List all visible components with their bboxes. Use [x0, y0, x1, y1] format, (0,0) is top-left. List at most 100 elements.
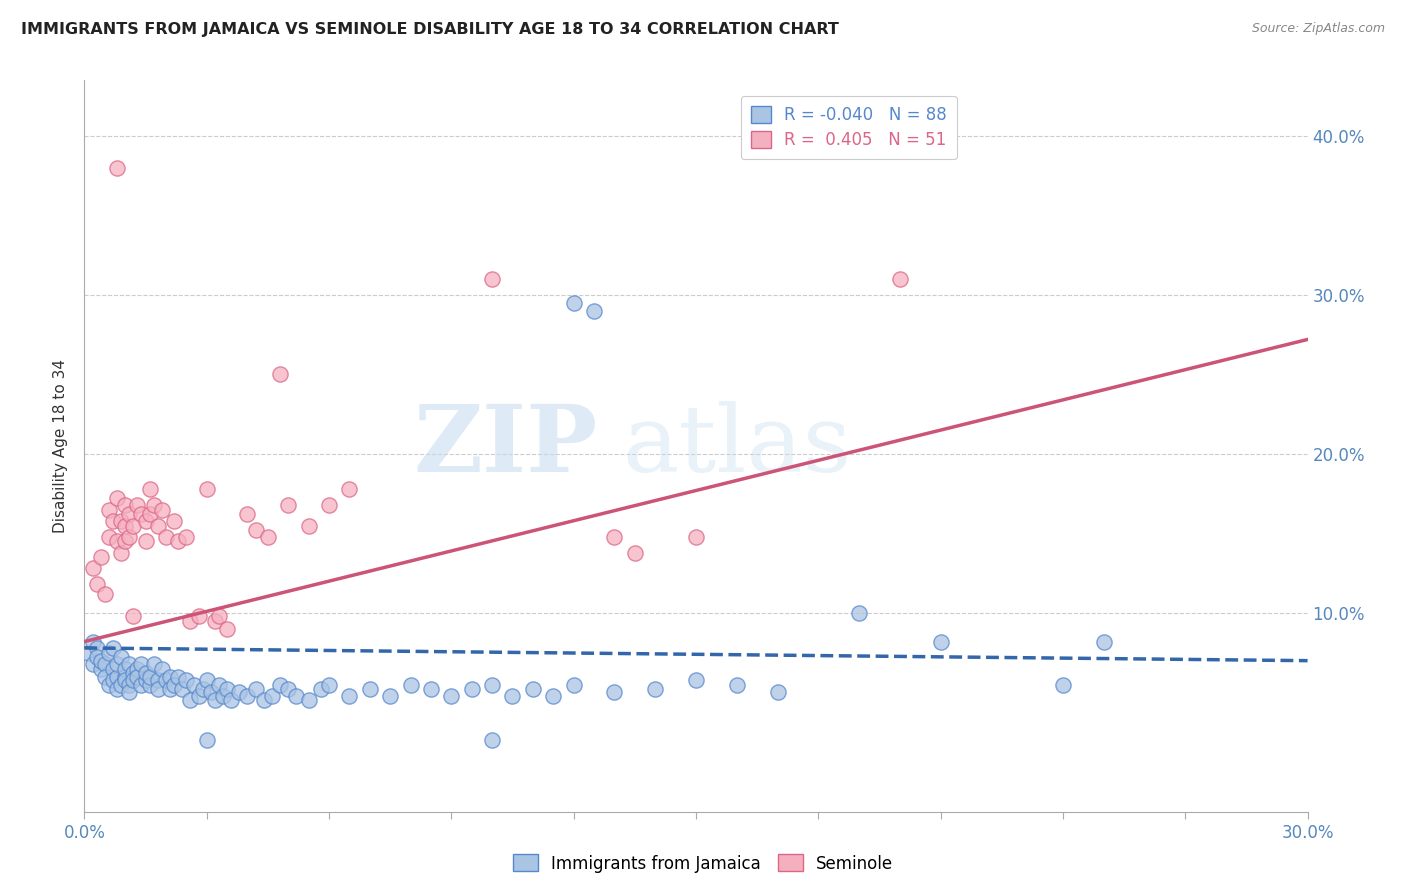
Point [481, 677, 503, 691]
Point [204, 693, 226, 707]
Point [685, 530, 707, 544]
Point [110, 650, 132, 665]
Point [163, 514, 186, 528]
Point [114, 518, 136, 533]
Point [339, 482, 361, 496]
Point [118, 685, 141, 699]
Point [685, 673, 707, 687]
Point [167, 534, 190, 549]
Point [135, 666, 157, 681]
Point [543, 689, 565, 703]
Point [110, 514, 132, 528]
Point [191, 682, 214, 697]
Point [127, 662, 149, 676]
Point [118, 508, 141, 522]
Point [208, 609, 231, 624]
Point [318, 498, 340, 512]
Point [187, 609, 209, 624]
Point [155, 530, 177, 544]
Point [114, 673, 136, 687]
Point [1052, 677, 1074, 691]
Point [97, 677, 120, 691]
Point [236, 508, 259, 522]
Point [176, 530, 198, 544]
Point [127, 669, 149, 683]
Point [105, 161, 128, 175]
Point [101, 514, 124, 528]
Point [285, 689, 308, 703]
Point [257, 530, 280, 544]
Point [86, 640, 108, 655]
Point [142, 657, 165, 671]
Point [105, 491, 128, 506]
Point [101, 662, 124, 676]
Point [105, 534, 128, 549]
Point [97, 530, 120, 544]
Point [155, 673, 177, 687]
Point [86, 577, 108, 591]
Point [204, 614, 226, 628]
Point [167, 669, 190, 683]
Point [245, 523, 267, 537]
Point [179, 614, 201, 628]
Legend: R = -0.040   N = 88, R =  0.405   N = 51: R = -0.040 N = 88, R = 0.405 N = 51 [741, 96, 956, 159]
Point [131, 677, 153, 691]
Point [269, 677, 291, 691]
Point [93, 669, 117, 683]
Point [122, 518, 145, 533]
Point [624, 545, 647, 559]
Point [399, 677, 422, 691]
Point [105, 657, 128, 671]
Point [105, 682, 128, 697]
Point [110, 677, 132, 691]
Y-axis label: Disability Age 18 to 34: Disability Age 18 to 34 [53, 359, 69, 533]
Point [118, 677, 141, 691]
Point [86, 650, 108, 665]
Point [217, 622, 239, 636]
Point [90, 550, 112, 565]
Point [644, 682, 666, 697]
Point [90, 654, 112, 668]
Point [245, 682, 267, 697]
Point [481, 733, 503, 747]
Text: atlas: atlas [623, 401, 852, 491]
Point [440, 689, 463, 703]
Point [277, 682, 299, 697]
Point [97, 502, 120, 516]
Point [380, 689, 402, 703]
Point [420, 682, 443, 697]
Point [219, 693, 242, 707]
Point [766, 685, 789, 699]
Point [603, 530, 626, 544]
Point [118, 657, 141, 671]
Point [318, 677, 340, 691]
Point [212, 689, 235, 703]
Point [260, 689, 283, 703]
Point [562, 677, 585, 691]
Point [122, 673, 145, 687]
Point [131, 657, 153, 671]
Point [195, 482, 218, 496]
Point [114, 669, 136, 683]
Point [127, 498, 149, 512]
Legend: Immigrants from Jamaica, Seminole: Immigrants from Jamaica, Seminole [506, 847, 900, 880]
Point [101, 673, 124, 687]
Point [135, 673, 157, 687]
Point [142, 498, 165, 512]
Point [114, 662, 136, 676]
Point [93, 587, 117, 601]
Point [118, 530, 141, 544]
Point [929, 634, 952, 648]
Point [228, 685, 250, 699]
Point [114, 534, 136, 549]
Text: IMMIGRANTS FROM JAMAICA VS SEMINOLE DISABILITY AGE 18 TO 34 CORRELATION CHART: IMMIGRANTS FROM JAMAICA VS SEMINOLE DISA… [21, 22, 839, 37]
Point [298, 518, 321, 533]
Point [114, 498, 136, 512]
Point [146, 673, 169, 687]
Point [82, 634, 104, 648]
Point [562, 296, 585, 310]
Point [150, 502, 173, 516]
Point [195, 733, 218, 747]
Point [131, 508, 153, 522]
Point [200, 685, 222, 699]
